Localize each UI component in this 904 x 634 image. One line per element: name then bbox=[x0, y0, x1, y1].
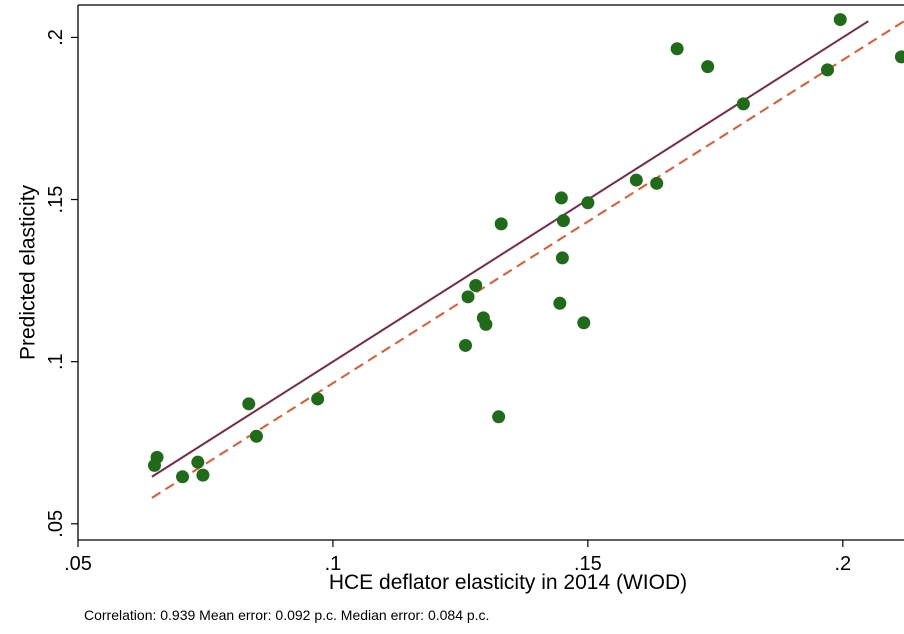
data-point bbox=[469, 278, 483, 292]
x-axis: .05 .1 .15 .2 bbox=[64, 540, 851, 575]
y-axis: .05 .1 .15 .2 bbox=[45, 29, 78, 538]
x-axis-title: HCE deflator elasticity in 2014 (WIOD) bbox=[329, 571, 687, 594]
footnote-stats: Correlation: 0.939 Mean error: 0.092 p.c… bbox=[84, 607, 490, 623]
y-tick-label: .2 bbox=[45, 29, 67, 46]
solid-fit-line bbox=[151, 20, 869, 478]
data-point bbox=[821, 63, 835, 77]
plot-frame bbox=[77, 4, 904, 541]
data-point bbox=[242, 397, 256, 411]
data-point bbox=[577, 316, 591, 330]
data-point bbox=[311, 392, 325, 406]
data-point bbox=[554, 191, 568, 205]
data-point bbox=[492, 410, 506, 424]
data-point bbox=[629, 173, 643, 187]
data-point bbox=[479, 317, 493, 331]
data-point bbox=[249, 429, 263, 443]
x-tick-label: .2 bbox=[834, 553, 851, 575]
data-point bbox=[176, 470, 190, 484]
x-tick-label: .15 bbox=[574, 553, 602, 575]
y-tick-label: .1 bbox=[45, 353, 67, 370]
data-point bbox=[670, 42, 684, 56]
data-point bbox=[650, 176, 664, 190]
scatter-chart: .05 .1 .15 .2 .05 .1 .15 .2 HCE deflator elast… bbox=[17, 4, 904, 594]
data-point bbox=[556, 214, 570, 228]
dashed-reference-line bbox=[151, 20, 904, 499]
data-point bbox=[581, 196, 595, 210]
data-point bbox=[196, 468, 210, 482]
data-point bbox=[894, 50, 904, 64]
data-point bbox=[459, 338, 473, 352]
x-tick-label: .05 bbox=[64, 553, 92, 575]
data-point bbox=[461, 290, 475, 304]
data-point bbox=[701, 60, 715, 74]
data-point bbox=[150, 450, 164, 464]
data-points bbox=[147, 13, 904, 484]
data-point bbox=[494, 217, 508, 231]
y-axis-title: Predicted elasticity bbox=[17, 184, 40, 360]
y-tick-label: .15 bbox=[45, 186, 67, 214]
y-tick-label: .05 bbox=[45, 510, 67, 538]
data-point bbox=[555, 251, 569, 265]
fit-lines bbox=[151, 20, 904, 499]
data-point bbox=[191, 455, 205, 469]
data-point bbox=[553, 296, 567, 310]
data-point bbox=[736, 97, 750, 111]
data-point bbox=[833, 13, 847, 27]
x-tick-label: .1 bbox=[325, 553, 342, 575]
